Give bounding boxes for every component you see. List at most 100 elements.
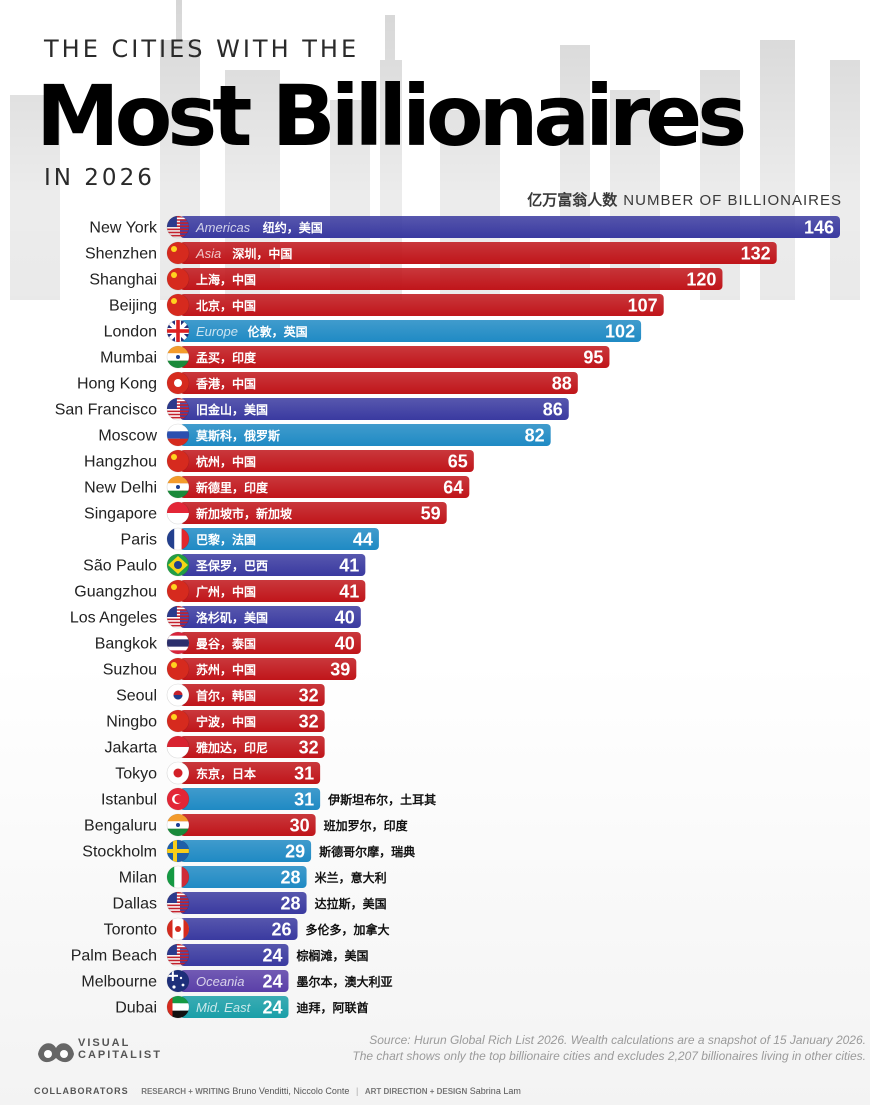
bar-row: Singapore 59 新加坡市，新加坡	[84, 501, 447, 525]
city-label: Milan	[119, 870, 157, 887]
flag-in-icon	[166, 345, 190, 369]
bar-row: Melbourne 24 Oceania 墨尔本，澳大利亚	[81, 969, 393, 993]
city-label: Jakarta	[105, 740, 158, 757]
chinese-label: 棕榈滩，美国	[295, 948, 368, 963]
chinese-label: 圣保罗，巴西	[195, 558, 268, 573]
logo-line-2: CAPITALIST	[78, 1049, 162, 1061]
region-label: Mid. East	[196, 1000, 252, 1015]
flag-in-icon	[166, 475, 190, 499]
bar	[180, 710, 325, 732]
bar	[180, 606, 361, 628]
bar-row: Hangzhou 65 杭州，中国	[84, 449, 474, 473]
chinese-label: 斯德哥尔摩，瑞典	[319, 844, 415, 859]
flag-us-icon	[166, 943, 190, 967]
city-label: Dallas	[113, 896, 157, 913]
footer-collaborators: COLLABORATORS	[34, 1086, 129, 1096]
city-label: Ningbo	[106, 714, 157, 731]
bar	[180, 658, 357, 680]
bar	[180, 840, 312, 862]
value-label: 59	[421, 504, 441, 524]
logo-text: VISUAL CAPITALIST	[78, 1037, 162, 1061]
value-label: 24	[262, 946, 282, 966]
city-label: Beijing	[109, 298, 157, 315]
bar-row: London 102 Europe 伦敦，英国	[104, 319, 642, 343]
value-label: 26	[272, 920, 292, 940]
flag-cn-icon	[166, 657, 190, 681]
chinese-label: 莫斯科，俄罗斯	[196, 428, 280, 443]
bar	[180, 866, 307, 888]
bar	[180, 372, 578, 394]
value-label: 28	[281, 868, 301, 888]
bar	[180, 944, 289, 966]
city-label: Guangzhou	[74, 584, 157, 601]
chinese-label: 多伦多，加拿大	[306, 922, 390, 937]
chinese-label: 孟买，印度	[196, 350, 257, 365]
chinese-label: 杭州，中国	[196, 454, 256, 469]
footer-design-label: ART DIRECTION + DESIGN	[364, 1087, 468, 1096]
bar	[180, 684, 325, 706]
flag-tr-icon	[166, 787, 190, 811]
bar	[180, 554, 366, 576]
value-label: 31	[294, 764, 314, 784]
chinese-label: 曼谷，泰国	[196, 636, 256, 651]
city-label: Suzhou	[103, 662, 157, 679]
flag-sg-icon	[166, 501, 190, 525]
flag-in-icon	[166, 813, 190, 837]
value-label: 24	[262, 998, 282, 1018]
flag-id-icon	[166, 735, 190, 759]
bar-row: Beijing 107 北京，中国	[109, 293, 664, 317]
value-label: 28	[281, 894, 301, 914]
footer-research-label: RESEARCH + WRITING	[141, 1087, 230, 1096]
title-post: IN 2026	[44, 165, 155, 191]
bar	[180, 970, 289, 992]
flag-us-icon	[166, 397, 190, 421]
flag-cn-icon	[166, 267, 190, 291]
chinese-label: 香港，中国	[195, 376, 256, 391]
value-label: 120	[686, 270, 716, 290]
bar-row: Jakarta 32 雅加达，印尼	[105, 735, 325, 759]
value-label: 64	[443, 478, 463, 498]
chinese-label: 纽约，美国	[263, 220, 323, 235]
flag-se-icon	[166, 839, 190, 863]
bar	[180, 398, 569, 420]
chinese-label: 巴黎，法国	[196, 532, 256, 547]
city-label: Toronto	[104, 922, 157, 939]
region-label: Asia	[195, 246, 221, 261]
chinese-label: 米兰，意大利	[315, 870, 387, 885]
flag-th-icon	[166, 631, 190, 655]
bar	[180, 320, 642, 342]
value-label: 88	[552, 374, 572, 394]
bar	[180, 294, 664, 316]
chinese-label: 洛杉矶，美国	[196, 610, 268, 625]
bar-row: Paris 44 巴黎，法国	[121, 527, 379, 551]
chinese-label: 首尔，韩国	[196, 688, 256, 703]
flag-ru-icon	[166, 423, 190, 447]
axis-label: 亿万富翁人数 NUMBER OF BILLIONAIRES	[527, 189, 842, 210]
visual-capitalist-logo	[38, 1043, 74, 1063]
bar	[180, 736, 325, 758]
footer-separator: |	[355, 1086, 359, 1096]
city-label: Hong Kong	[77, 376, 157, 393]
bar	[180, 242, 777, 264]
source-note: Source: Hurun Global Rich List 2026. Wea…	[352, 1032, 866, 1064]
value-label: 32	[299, 738, 319, 758]
bar	[180, 632, 361, 654]
flag-jp-icon	[166, 761, 190, 785]
value-label: 30	[290, 816, 310, 836]
chinese-label: 墨尔本，澳大利亚	[296, 974, 392, 989]
value-label: 82	[525, 426, 545, 446]
footer-design-names: Sabrina Lam	[469, 1086, 521, 1096]
value-label: 32	[299, 686, 319, 706]
city-label: São Paulo	[83, 558, 157, 575]
value-label: 31	[294, 790, 314, 810]
flag-cn-icon	[166, 579, 190, 603]
chinese-label: 苏州，中国	[196, 662, 256, 677]
flag-cn-icon	[166, 449, 190, 473]
page-title: Most Billionaires	[36, 67, 747, 165]
bar-chart: New York 146 Americas 纽约，美国 Shenzhen 132 Asia 深…	[55, 215, 840, 1019]
bar-row: Shenzhen 132 Asia 深圳，中国	[85, 241, 777, 265]
chinese-label: 伊斯坦布尔，土耳其	[327, 792, 436, 807]
flag-us-icon	[166, 215, 190, 239]
flag-cn-icon	[166, 241, 190, 265]
bar	[180, 476, 470, 498]
